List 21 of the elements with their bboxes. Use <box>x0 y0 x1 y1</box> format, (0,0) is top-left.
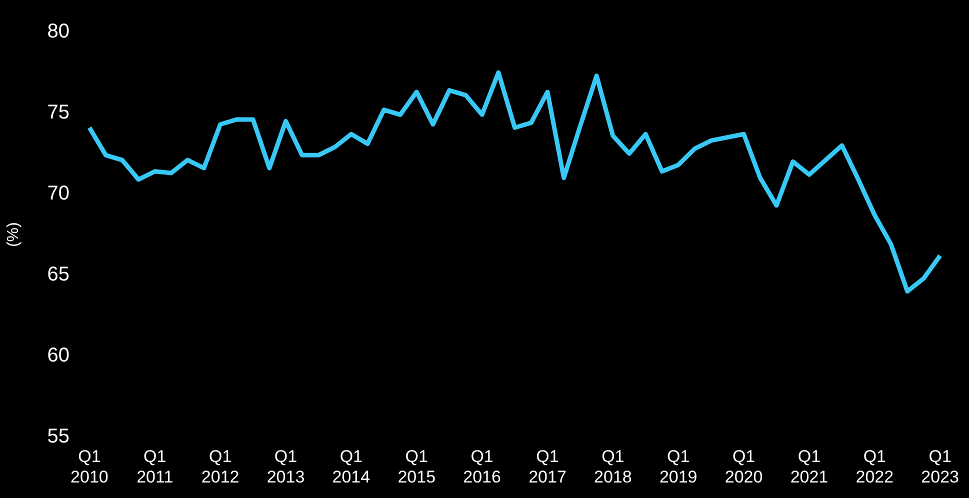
x-tick-label: Q1 2014 <box>332 447 370 486</box>
x-tick-label: Q1 2022 <box>856 447 894 486</box>
y-tick-label: 80 <box>47 20 70 43</box>
y-tick-label: 60 <box>47 344 70 367</box>
x-tick-label: Q1 2018 <box>594 447 632 486</box>
x-tick-label: Q1 2023 <box>921 447 960 486</box>
x-tick-label: Q1 2019 <box>659 447 698 486</box>
y-axis-title: (%) <box>5 222 22 248</box>
x-tick-label: Q1 2011 <box>136 447 174 486</box>
x-tick-label: Q1 2015 <box>398 447 436 486</box>
x-tick-label: Q1 2016 <box>463 447 501 486</box>
x-tick-label: Q1 2017 <box>528 447 566 486</box>
y-tick-label: 55 <box>47 426 70 448</box>
x-tick-label: Q1 2020 <box>724 447 763 486</box>
x-tick-label: Q1 2021 <box>790 447 828 486</box>
y-tick-label: 70 <box>47 182 70 205</box>
y-tick-label: 65 <box>47 264 70 286</box>
y-tick-label: 75 <box>47 102 70 124</box>
x-tick-label: Q1 2010 <box>70 447 108 486</box>
x-tick-label: Q1 2013 <box>266 447 305 486</box>
x-tick-label: Q1 2012 <box>201 447 240 486</box>
